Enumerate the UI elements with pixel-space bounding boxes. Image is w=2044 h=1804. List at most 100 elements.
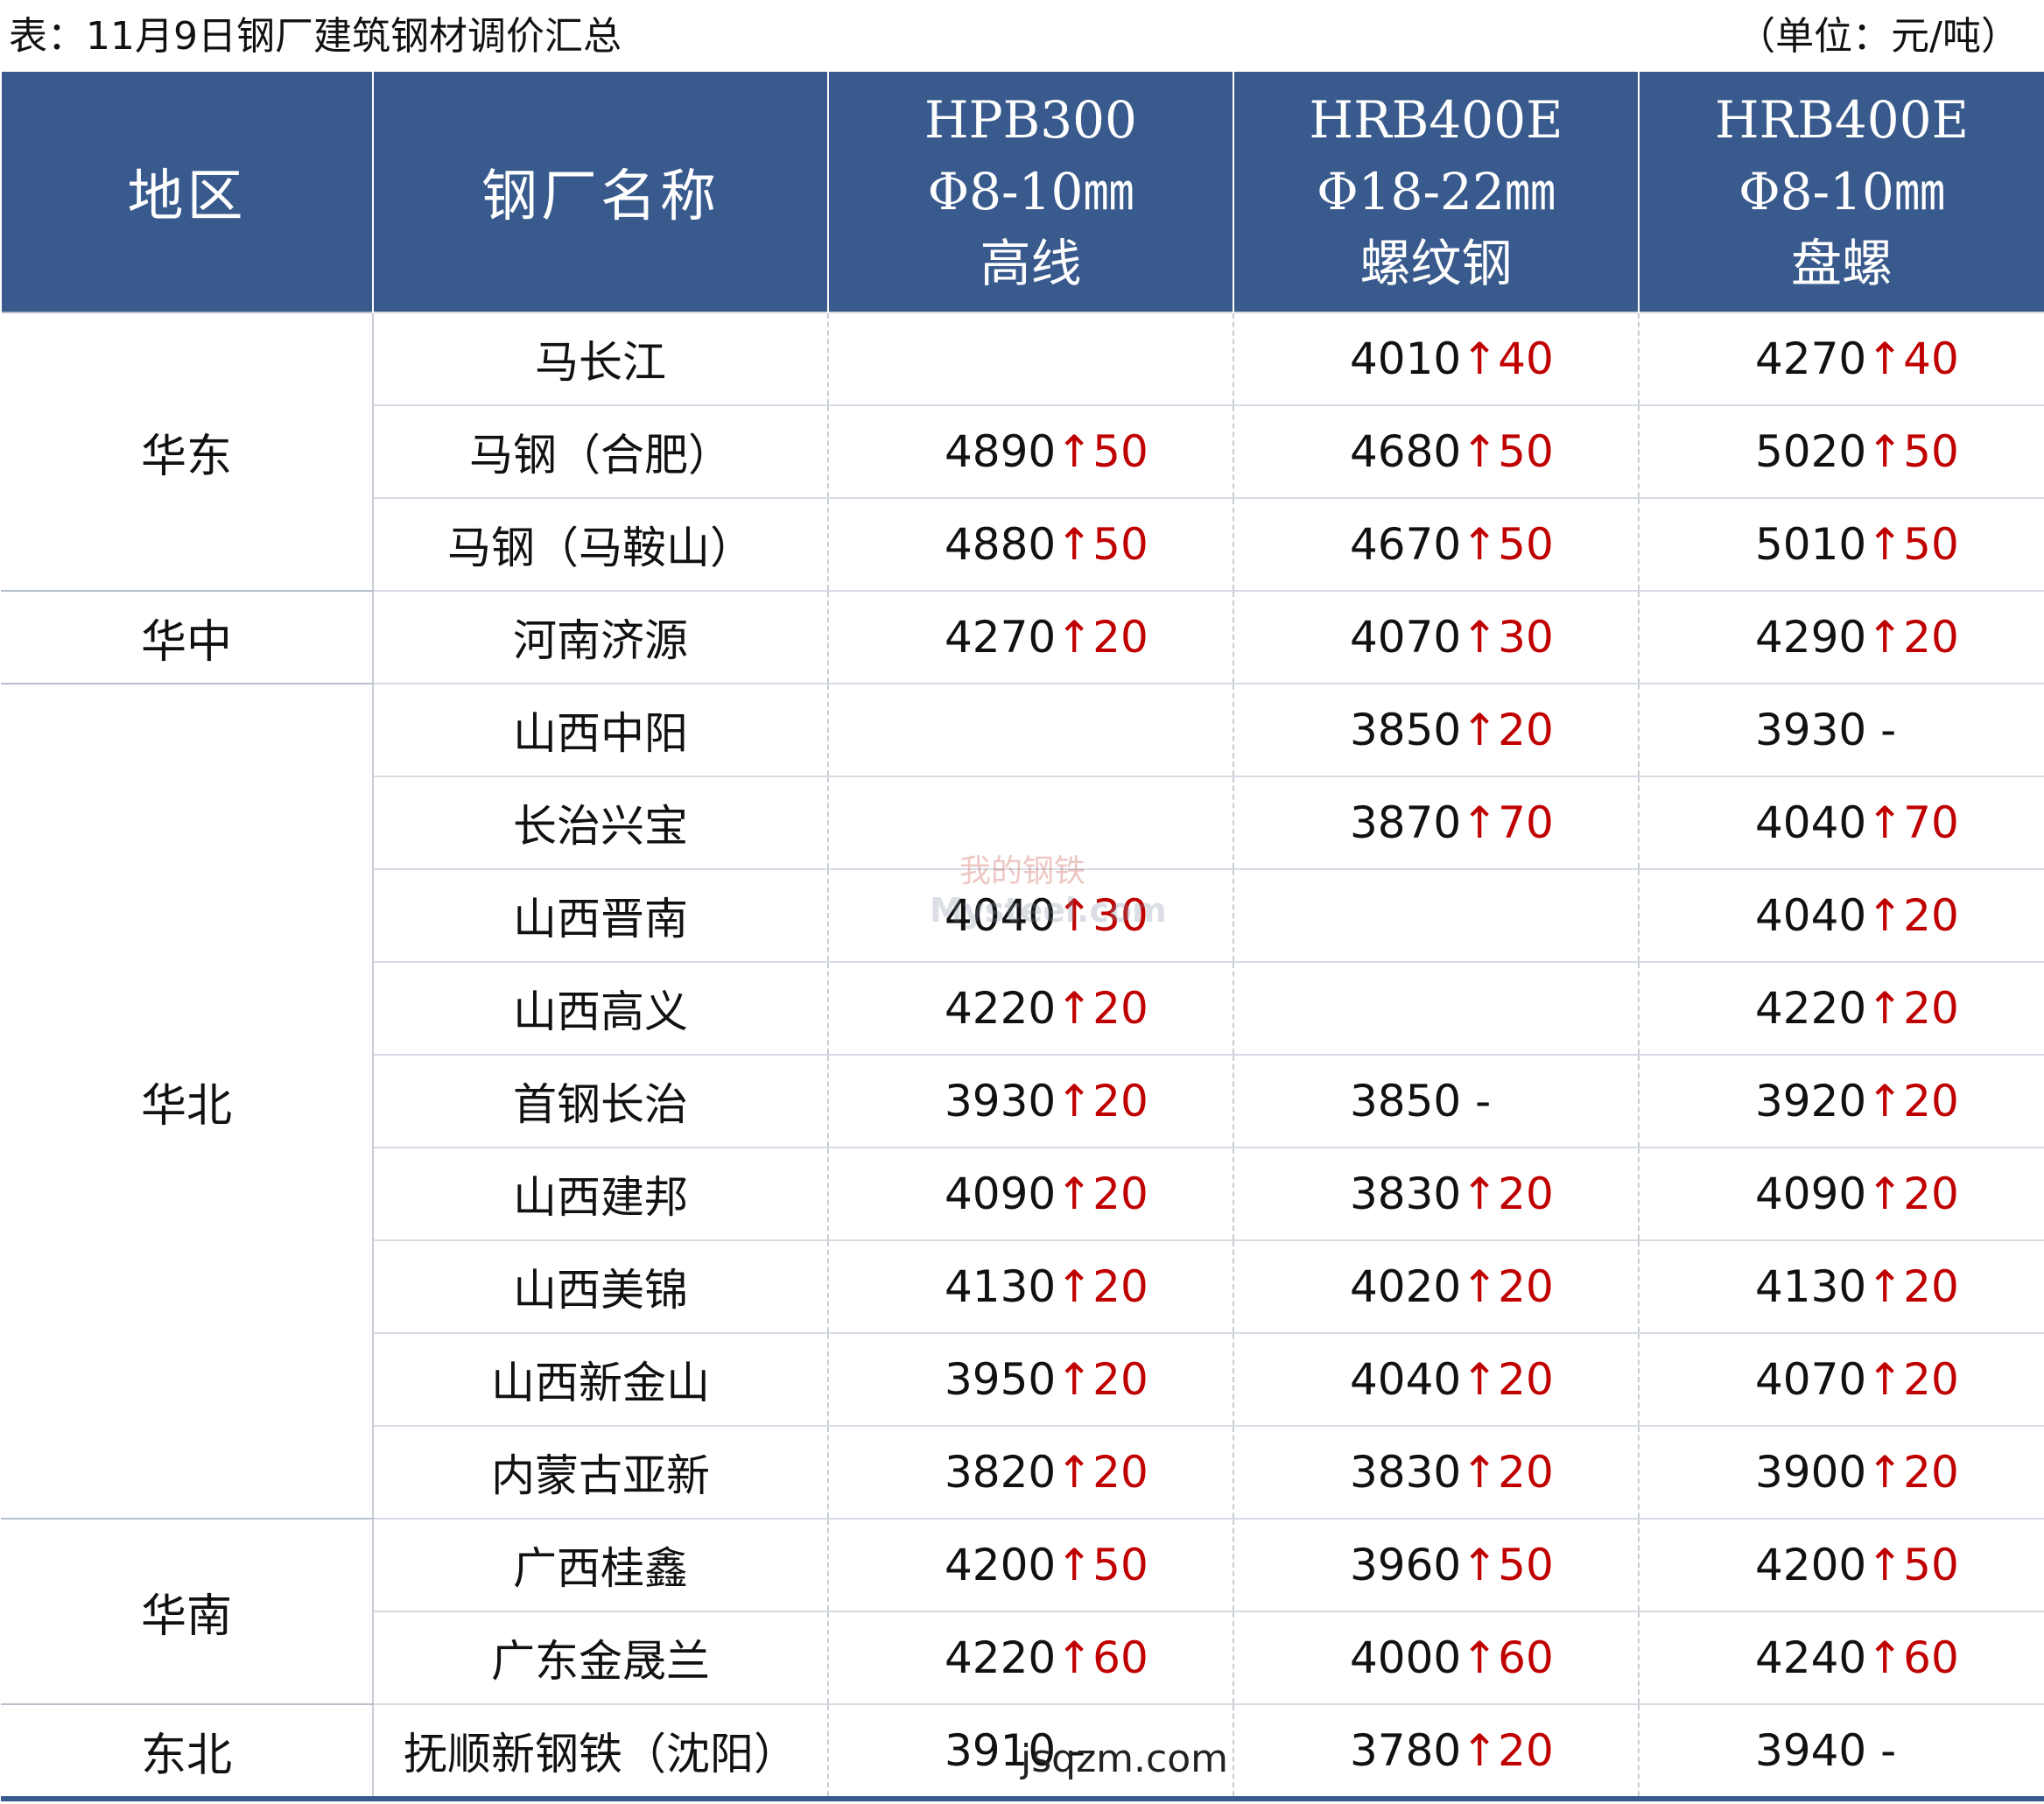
price-cell: 4200↑50 — [1638, 1518, 2044, 1612]
price-value: 4670 — [1350, 519, 1462, 570]
price-value: 3950 — [945, 1354, 1057, 1405]
price-value: 4220 — [945, 983, 1057, 1034]
price-value: 4890 — [945, 426, 1057, 477]
region-cell: 东北 — [1, 1703, 374, 1801]
region-cell: 华中 — [1, 590, 374, 684]
table-row: 长治兴宝 3870↑70 4040↑70 — [1, 776, 2044, 870]
mill-name-cell: 广东金晟兰 — [372, 1611, 829, 1705]
price-cell: 3830↑20 — [1233, 1425, 1640, 1520]
price-value: 3850 — [1350, 705, 1462, 755]
price-value: 3900 — [1755, 1447, 1867, 1498]
price-change: - — [1866, 1725, 1897, 1776]
price-value: 4200 — [1755, 1540, 1867, 1590]
mill-name-cell: 山西高义 — [372, 961, 829, 1056]
header-line: 高线 — [980, 234, 1082, 293]
price-change: 20 — [1092, 1169, 1148, 1219]
up-arrow-icon: ↑ — [1056, 1632, 1093, 1683]
up-arrow-icon: ↑ — [1461, 1354, 1499, 1405]
price-change: 20 — [1903, 983, 1959, 1034]
price-change: 20 — [1903, 1447, 1959, 1498]
region-cell: 华南 — [1, 1518, 374, 1705]
price-change: 40 — [1498, 333, 1554, 384]
header-line: HRB400E — [1715, 90, 1969, 150]
price-change: 20 — [1903, 1076, 1959, 1127]
price-cell: 3870↑70 — [1233, 776, 1640, 870]
mill-name-cell: 马钢（马鞍山） — [372, 497, 829, 592]
price-value: 4040 — [1350, 1354, 1462, 1405]
mill-name-cell: 首钢长治 — [372, 1054, 829, 1148]
mill-name-cell: 长治兴宝 — [372, 776, 829, 870]
price-cell: 4090↑20 — [1638, 1147, 2044, 1241]
up-arrow-icon: ↑ — [1056, 426, 1093, 477]
price-cell: 3830↑20 — [1233, 1147, 1640, 1241]
price-change: 60 — [1498, 1632, 1554, 1683]
mill-name-cell: 马钢（合肥） — [372, 404, 829, 499]
header-hpb300: HPB300 Φ8-10㎜ 高线 — [827, 72, 1234, 312]
price-value: 3830 — [1350, 1447, 1462, 1498]
price-change: 60 — [1903, 1632, 1959, 1683]
up-arrow-icon: ↑ — [1461, 1169, 1499, 1219]
price-change: 70 — [1903, 797, 1959, 848]
price-value: 4090 — [1755, 1169, 1867, 1219]
price-value: 3780 — [1350, 1725, 1462, 1776]
price-change: 50 — [1903, 519, 1959, 570]
price-change: 30 — [1092, 890, 1148, 941]
price-value: 4000 — [1350, 1632, 1462, 1683]
price-cell: 3940 - — [1638, 1703, 2044, 1801]
price-cell — [827, 776, 1234, 870]
mill-name-cell: 抚顺新钢铁（沈阳） — [372, 1703, 829, 1801]
price-value: 3910 — [945, 1725, 1057, 1776]
price-change: 60 — [1092, 1632, 1148, 1683]
price-cell: 3910 - — [827, 1703, 1234, 1801]
price-value: 5010 — [1755, 519, 1867, 570]
site-watermark: jsqzm.com — [1021, 1737, 1228, 1781]
price-cell: 5020↑50 — [1638, 404, 2044, 499]
up-arrow-icon: ↑ — [1056, 1447, 1093, 1498]
price-change: 50 — [1498, 1540, 1554, 1590]
price-change: 20 — [1498, 1725, 1554, 1776]
up-arrow-icon: ↑ — [1866, 1447, 1904, 1498]
price-value: 4010 — [1350, 333, 1462, 384]
price-change: - — [1056, 1725, 1086, 1776]
header-line: 盘螺 — [1790, 234, 1893, 293]
price-cell: 4070↑30 — [1233, 590, 1640, 684]
table-row: 山西高义 4220↑20 4220↑20 — [1, 961, 2044, 1056]
table-body: 华东 马长江 4010↑40 4270↑40 马钢（合肥） 4890↑50 4680↑50 5… — [1, 312, 2044, 1801]
price-value: 4680 — [1350, 426, 1462, 477]
mill-name-cell: 山西美锦 — [372, 1239, 829, 1334]
table-row: 山西建邦 4090↑20 3830↑20 4090↑20 — [1, 1147, 2044, 1241]
price-value: 3830 — [1350, 1169, 1462, 1219]
price-change: 50 — [1092, 1540, 1148, 1590]
up-arrow-icon: ↑ — [1056, 1540, 1093, 1590]
price-change: - — [1866, 705, 1897, 755]
up-arrow-icon: ↑ — [1056, 890, 1093, 941]
price-value: 4040 — [945, 890, 1057, 941]
header-line: HRB400E — [1309, 90, 1563, 150]
up-arrow-icon: ↑ — [1866, 1261, 1904, 1312]
price-value: 4880 — [945, 519, 1057, 570]
table-row: 内蒙古亚新 3820↑20 3830↑20 3900↑20 — [1, 1425, 2044, 1520]
price-cell: 4010↑40 — [1233, 312, 1640, 406]
price-cell: 4880↑50 — [827, 497, 1234, 592]
price-cell: 4040↑30 — [827, 868, 1234, 963]
price-value: 4200 — [945, 1540, 1057, 1590]
price-cell: 4890↑50 — [827, 404, 1234, 499]
up-arrow-icon: ↑ — [1866, 797, 1904, 848]
price-cell: 4000↑60 — [1233, 1611, 1640, 1705]
up-arrow-icon: ↑ — [1056, 1076, 1093, 1127]
price-change: 20 — [1498, 1261, 1554, 1312]
price-change: 20 — [1498, 705, 1554, 755]
up-arrow-icon: ↑ — [1866, 519, 1904, 570]
up-arrow-icon: ↑ — [1461, 426, 1499, 477]
price-value: 3850 — [1350, 1076, 1462, 1127]
price-change: 20 — [1903, 1261, 1959, 1312]
up-arrow-icon: ↑ — [1866, 333, 1904, 384]
price-value: 4130 — [945, 1261, 1057, 1312]
price-cell — [827, 312, 1234, 406]
table-row: 东北 抚顺新钢铁（沈阳） 3910 -3780↑20 3940 - — [1, 1703, 2044, 1801]
up-arrow-icon: ↑ — [1866, 426, 1904, 477]
price-cell: 3820↑20 — [827, 1425, 1234, 1520]
price-change: 20 — [1498, 1354, 1554, 1405]
price-cell: 3850 - — [1233, 1054, 1640, 1148]
price-cell: 3900↑20 — [1638, 1425, 2044, 1520]
